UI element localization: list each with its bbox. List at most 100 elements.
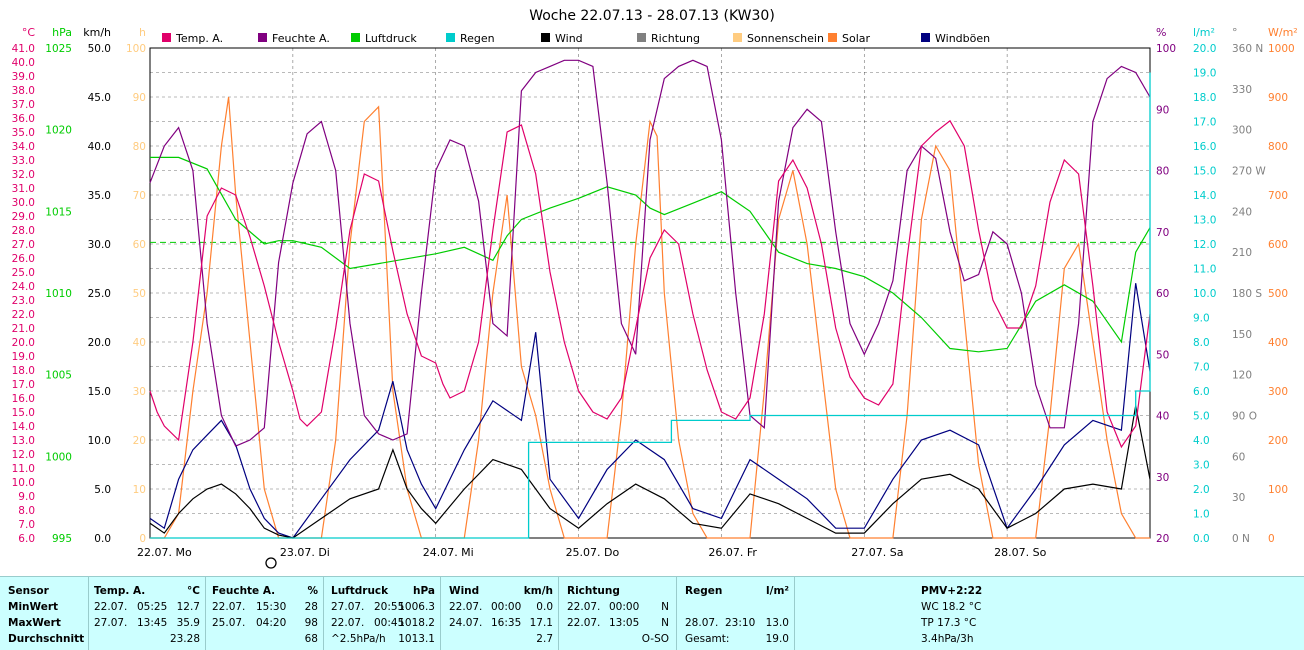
- legend-swatch: [351, 33, 360, 42]
- direction-axis-unit: °: [1232, 26, 1238, 39]
- sunshine-axis-unit: h: [139, 26, 146, 39]
- luftdruck-unit: hPa: [413, 585, 435, 597]
- luftdruck-avg-value: 1013.1: [398, 633, 435, 645]
- x-tick-label: 26.07. Fr: [708, 546, 757, 559]
- rain-tick-label: 5.0: [1193, 411, 1210, 423]
- direction-tick-label: 180 S: [1232, 288, 1262, 300]
- temp-tick-label: 6.0: [18, 533, 35, 545]
- luftdruck-max-time: 00:45: [374, 617, 405, 629]
- rain-tick-label: 18.0: [1193, 92, 1216, 104]
- col-sensor: Sensor MinWert MaxWert Durchschnitt: [0, 577, 88, 650]
- rain-tick-label: 19.0: [1193, 68, 1216, 80]
- rain-tick-label: 2.0: [1193, 484, 1210, 496]
- luftdruck-min-date: 27.07.: [331, 601, 365, 613]
- legend-label: Richtung: [651, 32, 700, 45]
- wind-max-value: 17.1: [529, 617, 553, 629]
- feuchte-max-date: 25.07.: [212, 617, 246, 629]
- wind-avg-value: 2.7: [536, 633, 553, 645]
- temp-tick-label: 19.0: [12, 351, 35, 363]
- pmv-windchill: WC 18.2 °C: [921, 601, 982, 613]
- temp-tick-label: 38.0: [12, 85, 35, 97]
- richtung-min-time: 00:00: [609, 601, 640, 613]
- pressure-tick-label: 1000: [45, 451, 72, 463]
- solar-tick-label: 300: [1268, 386, 1288, 398]
- legend-label: Luftdruck: [365, 32, 417, 45]
- temp-tick-label: 8.0: [18, 505, 35, 517]
- series-line-humidity: [149, 59, 1151, 447]
- luftdruck-max-value: 1018.2: [398, 617, 435, 629]
- humidity-tick-label: 50: [1156, 349, 1169, 361]
- sunshine-tick-label: 70: [133, 190, 146, 202]
- regen-max-value: 13.0: [765, 617, 789, 629]
- pressure-axis-unit: hPa: [52, 26, 72, 39]
- rain-tick-label: 20.0: [1193, 43, 1216, 55]
- x-tick-label: 27.07. Sa: [851, 546, 903, 559]
- temp-tick-label: 27.0: [12, 239, 35, 251]
- wind-min-date: 22.07.: [449, 601, 483, 613]
- temp-tick-label: 33.0: [12, 155, 35, 167]
- feuchte-avg-value: 68: [304, 633, 318, 645]
- luftdruck-max-date: 22.07.: [331, 617, 365, 629]
- rain-tick-label: 9.0: [1193, 313, 1210, 325]
- temp-tick-label: 20.0: [12, 337, 35, 349]
- series-line-temp: [149, 119, 1151, 449]
- right-axes: % 20 30 40 50 60 70 80 90 100 l/m² 0.0 1.0 2.0 3.0 4.0 5…: [1156, 26, 1298, 545]
- x-tick-label: 25.07. Do: [566, 546, 620, 559]
- x-axis: 22.07. Mo 23.07. Di 24.07. Mi 25.07. Do 26.0…: [137, 546, 1047, 559]
- temp-tick-label: 31.0: [12, 183, 35, 195]
- sunshine-tick-label: 100: [126, 43, 146, 55]
- feuchte-max-time: 04:20: [256, 617, 287, 629]
- wind-axis-unit: km/h: [83, 26, 111, 39]
- temp-tick-label: 37.0: [12, 99, 35, 111]
- richtung-avg-value: O-SO: [641, 633, 669, 645]
- solar-tick-label: 800: [1268, 141, 1288, 153]
- temp-tick-label: 23.0: [12, 295, 35, 307]
- temp-tick-label: 13.0: [12, 435, 35, 447]
- direction-tick-label: 300: [1232, 125, 1252, 137]
- wind-min-value: 0.0: [536, 601, 553, 613]
- temp-tick-label: 35.0: [12, 127, 35, 139]
- humidity-tick-label: 80: [1156, 166, 1169, 178]
- solar-tick-label: 100: [1268, 484, 1288, 496]
- regen-max-date: 28.07.: [685, 617, 719, 629]
- regen-max-time: 23:10: [725, 617, 756, 629]
- feuchte-max-value: 98: [304, 617, 318, 629]
- legend-label: Regen: [460, 32, 495, 45]
- temp-tick-label: 28.0: [12, 225, 35, 237]
- rain-tick-label: 12.0: [1193, 239, 1216, 251]
- wind-tick-label: 0.0: [94, 533, 111, 545]
- pressure-tick-label: 1025: [45, 43, 72, 55]
- legend-swatch: [446, 33, 455, 42]
- x-tick-label: 28.07. So: [994, 546, 1046, 559]
- row-label-avg: Durchschnitt: [8, 633, 85, 645]
- temp-tick-label: 16.0: [12, 393, 35, 405]
- regen-total-label: Gesamt:: [685, 633, 730, 645]
- legend-label: Temp. A.: [175, 32, 223, 45]
- wind-tick-label: 30.0: [88, 239, 111, 251]
- wind-tick-label: 10.0: [88, 435, 111, 447]
- pmv-header: PMV+2:22: [921, 585, 983, 597]
- feuchte-unit: %: [307, 585, 318, 597]
- pressure-tick-label: 1015: [45, 206, 72, 218]
- humidity-tick-label: 100: [1156, 43, 1176, 55]
- direction-tick-label: 240: [1232, 206, 1252, 218]
- legend: Temp. A. Feuchte A. Luftdruck Regen Wind Rich…: [162, 32, 990, 45]
- rain-tick-label: 6.0: [1193, 386, 1210, 398]
- temp-tick-label: 36.0: [12, 113, 35, 125]
- pressure-tick-label: 1010: [45, 288, 72, 300]
- sunshine-tick-label: 0: [139, 533, 146, 545]
- sunshine-tick-label: 80: [133, 141, 146, 153]
- temp-tick-label: 32.0: [12, 169, 35, 181]
- stats-table: Sensor MinWert MaxWert Durchschnitt Temp…: [0, 576, 1304, 650]
- direction-tick-label: 270 W: [1232, 166, 1266, 178]
- series-line-gust: [149, 283, 1151, 539]
- solar-tick-label: 900: [1268, 92, 1288, 104]
- solar-tick-label: 0: [1268, 533, 1275, 545]
- wind-tick-label: 5.0: [94, 484, 111, 496]
- legend-swatch: [637, 33, 646, 42]
- rain-tick-label: 16.0: [1193, 141, 1216, 153]
- feuchte-min-value: 28: [304, 601, 318, 613]
- humidity-tick-label: 20: [1156, 533, 1169, 545]
- direction-tick-label: 210: [1232, 247, 1252, 259]
- rain-tick-label: 0.0: [1193, 533, 1210, 545]
